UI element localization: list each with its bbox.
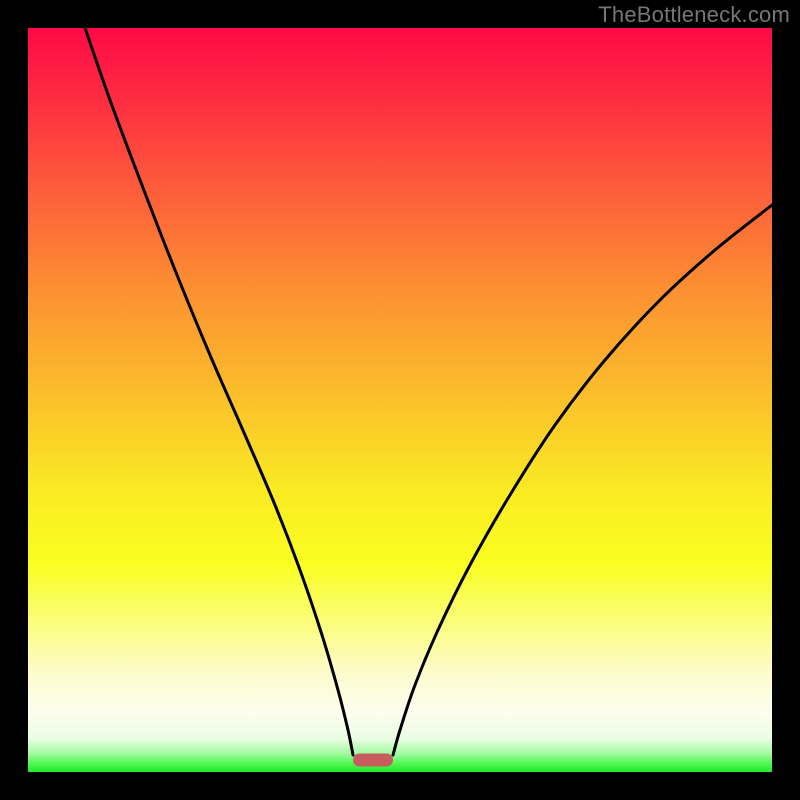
plot-background	[28, 28, 772, 772]
watermark-text: TheBottleneck.com	[598, 2, 790, 28]
chart-container: TheBottleneck.com	[0, 0, 800, 800]
optimal-marker	[353, 754, 393, 767]
bottleneck-chart	[0, 0, 800, 800]
